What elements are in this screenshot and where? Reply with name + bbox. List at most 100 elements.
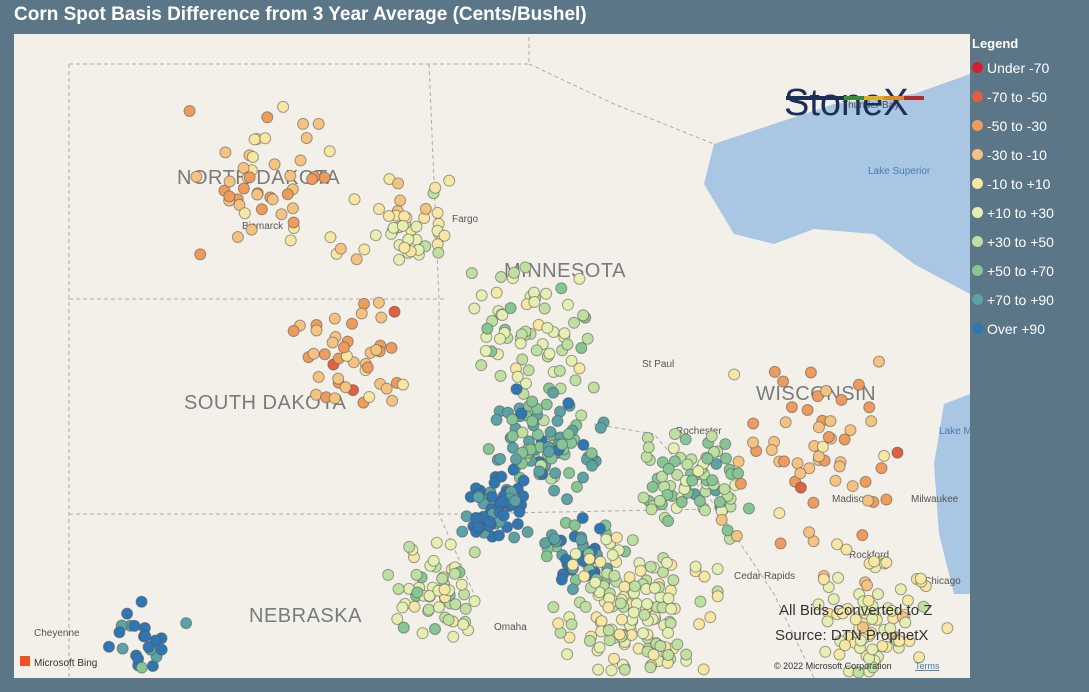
map-marker[interactable] [577, 438, 590, 451]
map-marker[interactable] [155, 643, 168, 656]
map-marker[interactable] [583, 634, 596, 647]
map-marker[interactable] [891, 446, 904, 459]
map-marker[interactable] [561, 298, 574, 311]
map-marker[interactable] [638, 608, 651, 621]
map-marker[interactable] [494, 369, 507, 382]
map-marker[interactable] [701, 452, 714, 465]
map-marker[interactable] [306, 173, 319, 186]
map-marker[interactable] [833, 460, 846, 473]
map-marker[interactable] [732, 467, 745, 480]
map-marker[interactable] [917, 600, 930, 613]
map-marker[interactable] [326, 336, 339, 349]
map-marker[interactable] [594, 421, 607, 434]
map-marker[interactable] [575, 341, 588, 354]
map-marker[interactable] [679, 433, 692, 446]
map-marker[interactable] [497, 495, 510, 508]
map-marker[interactable] [794, 481, 807, 494]
map-marker[interactable] [675, 496, 688, 509]
map-marker[interactable] [492, 529, 505, 542]
map-marker[interactable] [662, 515, 675, 528]
map-marker[interactable] [838, 639, 851, 652]
map-marker[interactable] [662, 592, 675, 605]
map-marker[interactable] [671, 468, 684, 481]
map-marker[interactable] [281, 188, 294, 201]
map-marker[interactable] [357, 297, 370, 310]
map-marker[interactable] [562, 428, 575, 441]
map-marker[interactable] [246, 150, 259, 163]
map-marker[interactable] [328, 312, 341, 325]
map-marker[interactable] [121, 607, 134, 620]
map-marker[interactable] [490, 413, 503, 426]
map-marker[interactable] [840, 543, 853, 556]
map-marker[interactable] [468, 595, 481, 608]
map-marker[interactable] [506, 413, 519, 426]
map-marker[interactable] [711, 590, 724, 603]
map-marker[interactable] [773, 507, 786, 520]
map-marker[interactable] [779, 416, 792, 429]
map-marker[interactable] [233, 198, 246, 211]
map-marker[interactable] [875, 462, 888, 475]
map-marker[interactable] [570, 480, 583, 493]
map-marker[interactable] [822, 431, 835, 444]
map-marker[interactable] [397, 378, 410, 391]
map-marker[interactable] [511, 370, 524, 383]
map-marker[interactable] [642, 441, 655, 454]
map-marker[interactable] [350, 253, 363, 266]
map-marker[interactable] [507, 463, 520, 476]
map-marker[interactable] [385, 341, 398, 354]
map-marker[interactable] [139, 630, 152, 643]
map-marker[interactable] [251, 188, 264, 201]
map-marker[interactable] [408, 600, 421, 613]
map-marker[interactable] [653, 494, 666, 507]
map-marker[interactable] [547, 601, 560, 614]
map-marker[interactable] [310, 388, 323, 401]
map-marker[interactable] [600, 533, 613, 546]
map-marker[interactable] [713, 496, 726, 509]
map-marker[interactable] [542, 445, 555, 458]
map-marker[interactable] [856, 621, 869, 634]
map-marker[interactable] [561, 338, 574, 351]
map-marker[interactable] [422, 603, 435, 616]
map-marker[interactable] [561, 493, 574, 506]
map-marker[interactable] [586, 459, 599, 472]
map-marker[interactable] [530, 344, 543, 357]
map-marker[interactable] [549, 467, 562, 480]
map-marker[interactable] [613, 628, 626, 641]
map-marker[interactable] [284, 169, 297, 182]
map-marker[interactable] [540, 287, 553, 300]
map-marker[interactable] [627, 606, 640, 619]
map-marker[interactable] [194, 248, 207, 261]
map-marker[interactable] [569, 547, 582, 560]
map-marker[interactable] [563, 467, 576, 480]
map-marker[interactable] [392, 583, 405, 596]
map-marker[interactable] [835, 393, 848, 406]
map-marker[interactable] [275, 208, 288, 221]
map-marker[interactable] [516, 353, 529, 366]
map-marker[interactable] [562, 397, 575, 410]
map-marker[interactable] [312, 117, 325, 130]
map-marker[interactable] [816, 440, 829, 453]
map-marker[interactable] [569, 374, 582, 387]
map-marker[interactable] [747, 417, 760, 430]
map-marker[interactable] [245, 223, 258, 236]
map-marker[interactable] [488, 476, 501, 489]
map-marker[interactable] [568, 519, 581, 532]
map-marker[interactable] [704, 611, 717, 624]
map-marker[interactable] [645, 503, 658, 516]
map-marker[interactable] [710, 457, 723, 470]
map-marker[interactable] [339, 381, 352, 394]
map-marker[interactable] [497, 509, 510, 522]
map-marker[interactable] [506, 430, 519, 443]
map-marker[interactable] [438, 229, 451, 242]
map-marker[interactable] [593, 641, 606, 654]
map-marker[interactable] [472, 521, 485, 534]
map-marker[interactable] [180, 617, 193, 630]
map-marker[interactable] [243, 171, 256, 184]
map-marker[interactable] [287, 325, 300, 338]
map-marker[interactable] [514, 337, 527, 350]
map-marker[interactable] [558, 327, 571, 340]
map-marker[interactable] [648, 581, 661, 594]
map-marker[interactable] [803, 526, 816, 539]
map-marker[interactable] [553, 364, 566, 377]
map-marker[interactable] [323, 145, 336, 158]
